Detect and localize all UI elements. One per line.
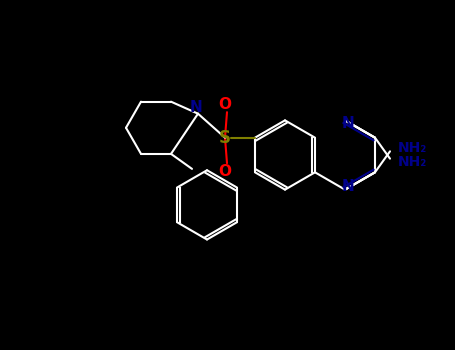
- Text: N: N: [342, 116, 354, 131]
- Text: O: O: [218, 164, 232, 179]
- Text: O: O: [218, 97, 232, 112]
- Text: N: N: [342, 179, 354, 194]
- Text: S: S: [219, 129, 231, 147]
- Text: NH₂: NH₂: [398, 155, 427, 169]
- Text: NH₂: NH₂: [398, 141, 427, 155]
- Text: N: N: [190, 100, 202, 115]
